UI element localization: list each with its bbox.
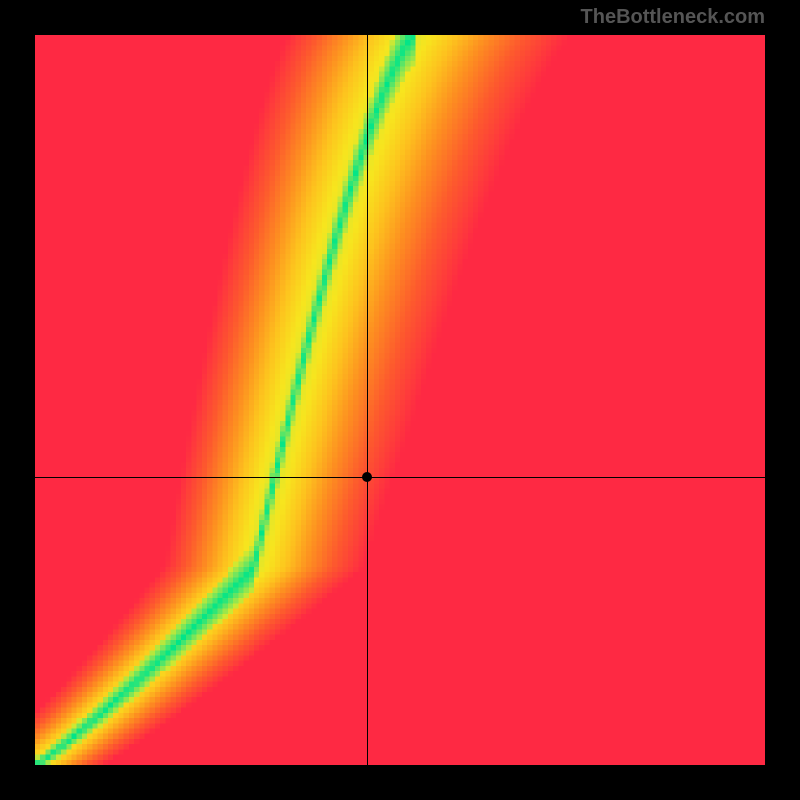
- watermark-text: TheBottleneck.com: [581, 6, 765, 29]
- plot-area: [35, 35, 765, 765]
- crosshair-vertical: [367, 35, 368, 765]
- bottleneck-heatmap: [35, 35, 765, 765]
- crosshair-marker: [362, 472, 372, 482]
- chart-container: TheBottleneck.com: [0, 0, 800, 800]
- crosshair-horizontal: [35, 477, 765, 478]
